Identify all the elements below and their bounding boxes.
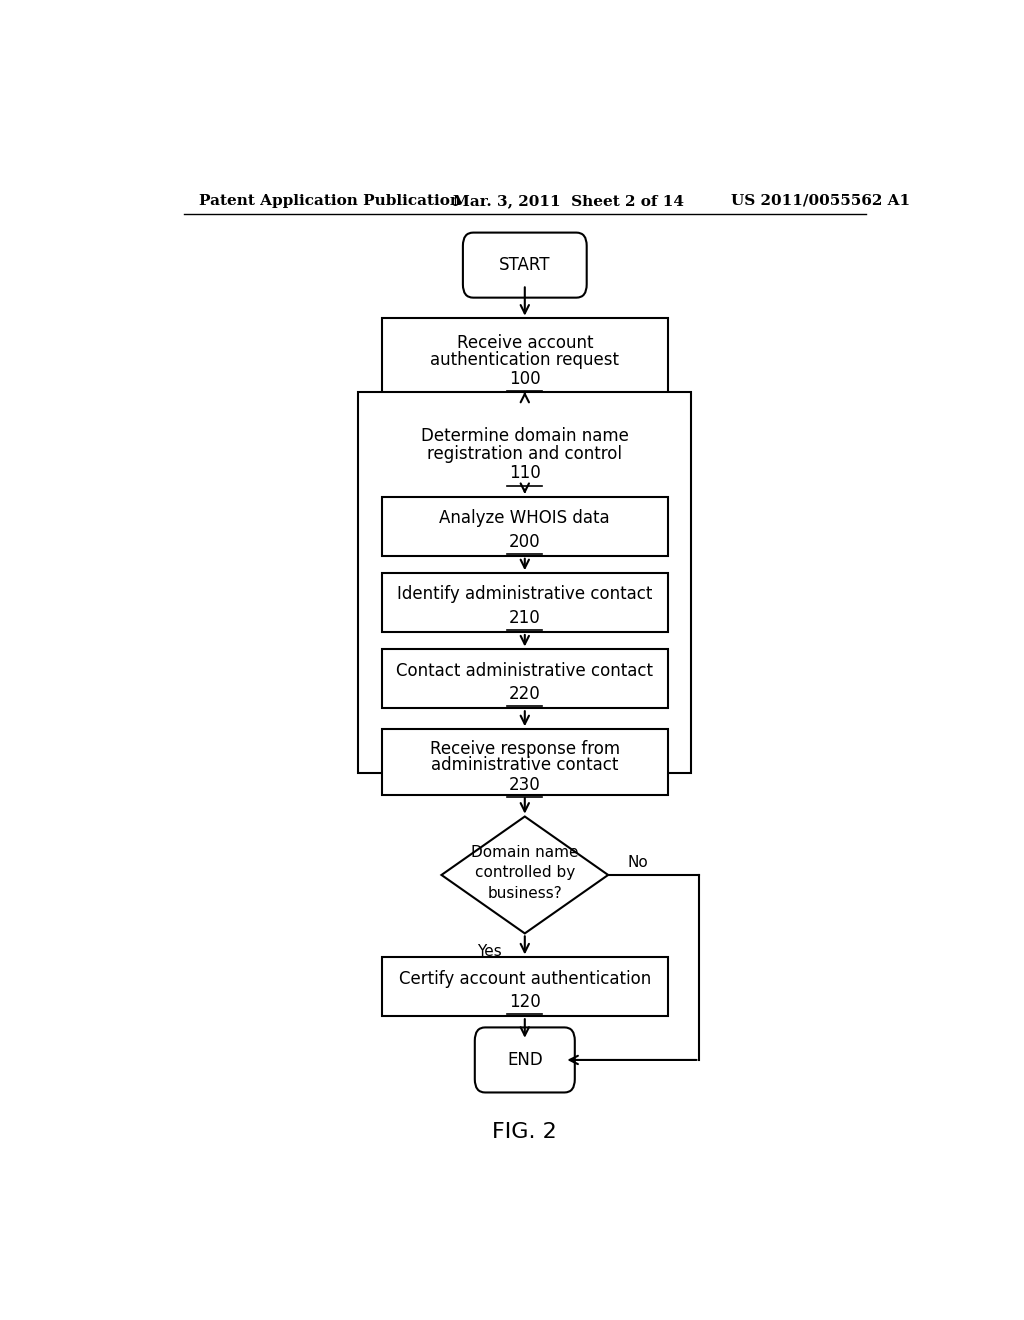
Text: 230: 230 bbox=[509, 776, 541, 793]
Text: Patent Application Publication: Patent Application Publication bbox=[200, 194, 462, 209]
Text: Yes: Yes bbox=[477, 944, 502, 960]
Text: Determine domain name: Determine domain name bbox=[421, 426, 629, 445]
FancyBboxPatch shape bbox=[475, 1027, 574, 1093]
Bar bbox=[382, 957, 668, 1016]
Text: Domain name: Domain name bbox=[471, 845, 579, 861]
Text: FIG. 2: FIG. 2 bbox=[493, 1122, 557, 1142]
Bar bbox=[382, 318, 668, 395]
Text: START: START bbox=[499, 256, 551, 275]
Text: 200: 200 bbox=[509, 532, 541, 550]
Text: Analyze WHOIS data: Analyze WHOIS data bbox=[439, 510, 610, 527]
Text: END: END bbox=[507, 1051, 543, 1069]
Text: controlled by: controlled by bbox=[475, 866, 574, 880]
Text: 100: 100 bbox=[509, 370, 541, 388]
Bar bbox=[382, 496, 668, 556]
Text: US 2011/0055562 A1: US 2011/0055562 A1 bbox=[731, 194, 910, 209]
Text: administrative contact: administrative contact bbox=[431, 756, 618, 775]
Text: business?: business? bbox=[487, 886, 562, 900]
FancyBboxPatch shape bbox=[463, 232, 587, 297]
Text: Certify account authentication: Certify account authentication bbox=[398, 970, 651, 987]
Text: 210: 210 bbox=[509, 609, 541, 627]
Text: Contact administrative contact: Contact administrative contact bbox=[396, 661, 653, 680]
Text: 220: 220 bbox=[509, 685, 541, 704]
Text: No: No bbox=[628, 855, 649, 870]
Text: authentication request: authentication request bbox=[430, 351, 620, 368]
Bar bbox=[358, 392, 691, 772]
Text: Receive response from: Receive response from bbox=[430, 741, 620, 758]
Text: Identify administrative contact: Identify administrative contact bbox=[397, 586, 652, 603]
Bar bbox=[382, 649, 668, 709]
Bar bbox=[382, 573, 668, 632]
Text: 110: 110 bbox=[509, 465, 541, 483]
Polygon shape bbox=[441, 817, 608, 933]
Text: Receive account: Receive account bbox=[457, 334, 593, 352]
Text: Mar. 3, 2011  Sheet 2 of 14: Mar. 3, 2011 Sheet 2 of 14 bbox=[454, 194, 684, 209]
Text: registration and control: registration and control bbox=[427, 445, 623, 463]
Text: 120: 120 bbox=[509, 993, 541, 1011]
Bar bbox=[382, 729, 668, 795]
